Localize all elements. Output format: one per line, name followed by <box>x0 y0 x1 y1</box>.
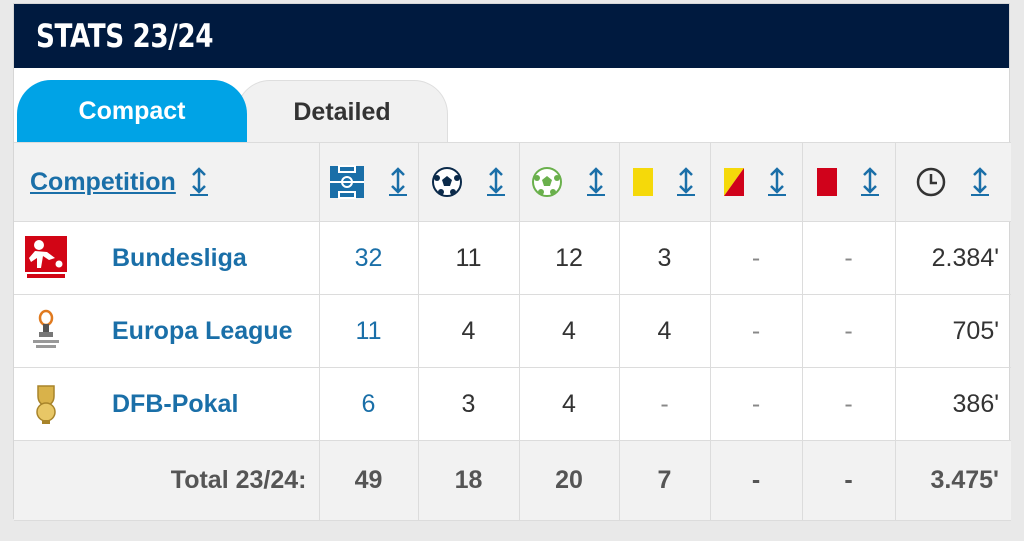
total-yellow-red-cards: - <box>709 440 803 521</box>
yellow-red-cards-cell: - <box>709 294 803 368</box>
minutes-cell: 2.384' <box>894 221 1011 295</box>
yellow-red-cards-cell: - <box>709 221 803 295</box>
sort-icon[interactable] <box>585 167 607 197</box>
minutes-cell: 705' <box>894 294 1011 368</box>
appearances-cell[interactable]: 32 <box>318 221 419 295</box>
yellow-red-cards-header <box>709 142 803 222</box>
competition-name-link[interactable]: Bundesliga <box>112 243 247 272</box>
appearances-header <box>318 142 419 222</box>
sort-icon[interactable] <box>387 167 409 197</box>
minutes-header <box>894 142 1011 222</box>
goals-ball-icon <box>431 167 462 197</box>
appearances-pitch-icon <box>329 165 364 199</box>
total-assists: 20 <box>518 440 620 521</box>
competition-cell: DFB-Pokal <box>14 367 320 441</box>
stats-header: STATS 23/24 <box>14 4 1009 68</box>
tab-detailed[interactable]: Detailed <box>236 80 448 142</box>
sort-icon[interactable] <box>766 167 788 197</box>
assists-header <box>518 142 620 222</box>
competition-cell: Europa League <box>14 294 320 368</box>
dfb-pokal-logo[interactable] <box>24 381 68 427</box>
yellow-card-icon <box>632 168 653 196</box>
red-cards-header <box>801 142 896 222</box>
table-row: Europa League 11 4 4 4 - - 705' <box>14 294 1011 368</box>
view-tabs: Detailed Compact <box>14 68 1009 142</box>
europa-league-logo[interactable] <box>24 308 68 354</box>
total-goals: 18 <box>417 440 520 521</box>
total-label: Total 23/24: <box>14 440 320 521</box>
table-row: DFB-Pokal 6 3 4 - - - 386' <box>14 367 1011 441</box>
stats-table: Competition <box>14 142 1011 521</box>
table-row: Bundesliga 32 11 12 3 - - 2.384' <box>14 221 1011 295</box>
goals-header <box>417 142 520 222</box>
stats-card: STATS 23/24 Detailed Compact Competition <box>13 3 1011 521</box>
assists-cell: 4 <box>518 367 620 441</box>
assists-ball-icon <box>532 167 562 197</box>
total-red-cards: - <box>801 440 896 521</box>
sort-icon[interactable] <box>485 167 507 197</box>
yellow-red-cards-cell: - <box>709 367 803 441</box>
total-row: Total 23/24: 49 18 20 7 - - 3.475' <box>14 440 1011 521</box>
goals-cell: 3 <box>417 367 520 441</box>
competition-sort-link[interactable]: Competition <box>30 167 176 196</box>
competition-cell: Bundesliga <box>14 221 320 295</box>
total-minutes: 3.475' <box>894 440 1011 521</box>
appearances-cell[interactable]: 6 <box>318 367 419 441</box>
yellow-cards-cell: - <box>618 367 711 441</box>
goals-cell: 11 <box>417 221 520 295</box>
table-header-row: Competition <box>14 142 1011 222</box>
yellow-cards-cell: 4 <box>618 294 711 368</box>
sort-icon[interactable] <box>675 167 697 197</box>
yellow-cards-header <box>618 142 711 222</box>
assists-cell: 4 <box>518 294 620 368</box>
assists-cell: 12 <box>518 221 620 295</box>
red-cards-cell: - <box>801 367 896 441</box>
sort-icon[interactable] <box>969 167 991 197</box>
yellow-red-card-icon <box>724 168 744 196</box>
bundesliga-logo[interactable] <box>24 235 68 281</box>
sort-icon[interactable] <box>859 167 881 197</box>
appearances-value[interactable]: 32 <box>354 243 383 272</box>
competition-name-link[interactable]: Europa League <box>112 316 293 345</box>
appearances-value[interactable]: 11 <box>355 316 382 345</box>
yellow-cards-cell: 3 <box>618 221 711 295</box>
minutes-cell: 386' <box>894 367 1011 441</box>
goals-cell: 4 <box>417 294 520 368</box>
competition-name-link[interactable]: DFB-Pokal <box>112 389 239 418</box>
tab-compact[interactable]: Compact <box>17 80 247 142</box>
appearances-cell[interactable]: 11 <box>318 294 419 368</box>
red-cards-cell: - <box>801 294 896 368</box>
page-title: STATS 23/24 <box>36 17 214 55</box>
appearances-value[interactable]: 6 <box>361 389 376 418</box>
red-cards-cell: - <box>801 221 896 295</box>
total-appearances: 49 <box>318 440 419 521</box>
competition-header: Competition <box>14 142 320 222</box>
minutes-clock-icon <box>917 167 946 197</box>
sort-icon[interactable] <box>188 167 210 197</box>
red-card-icon <box>816 168 837 196</box>
total-yellow-cards: 7 <box>618 440 711 521</box>
